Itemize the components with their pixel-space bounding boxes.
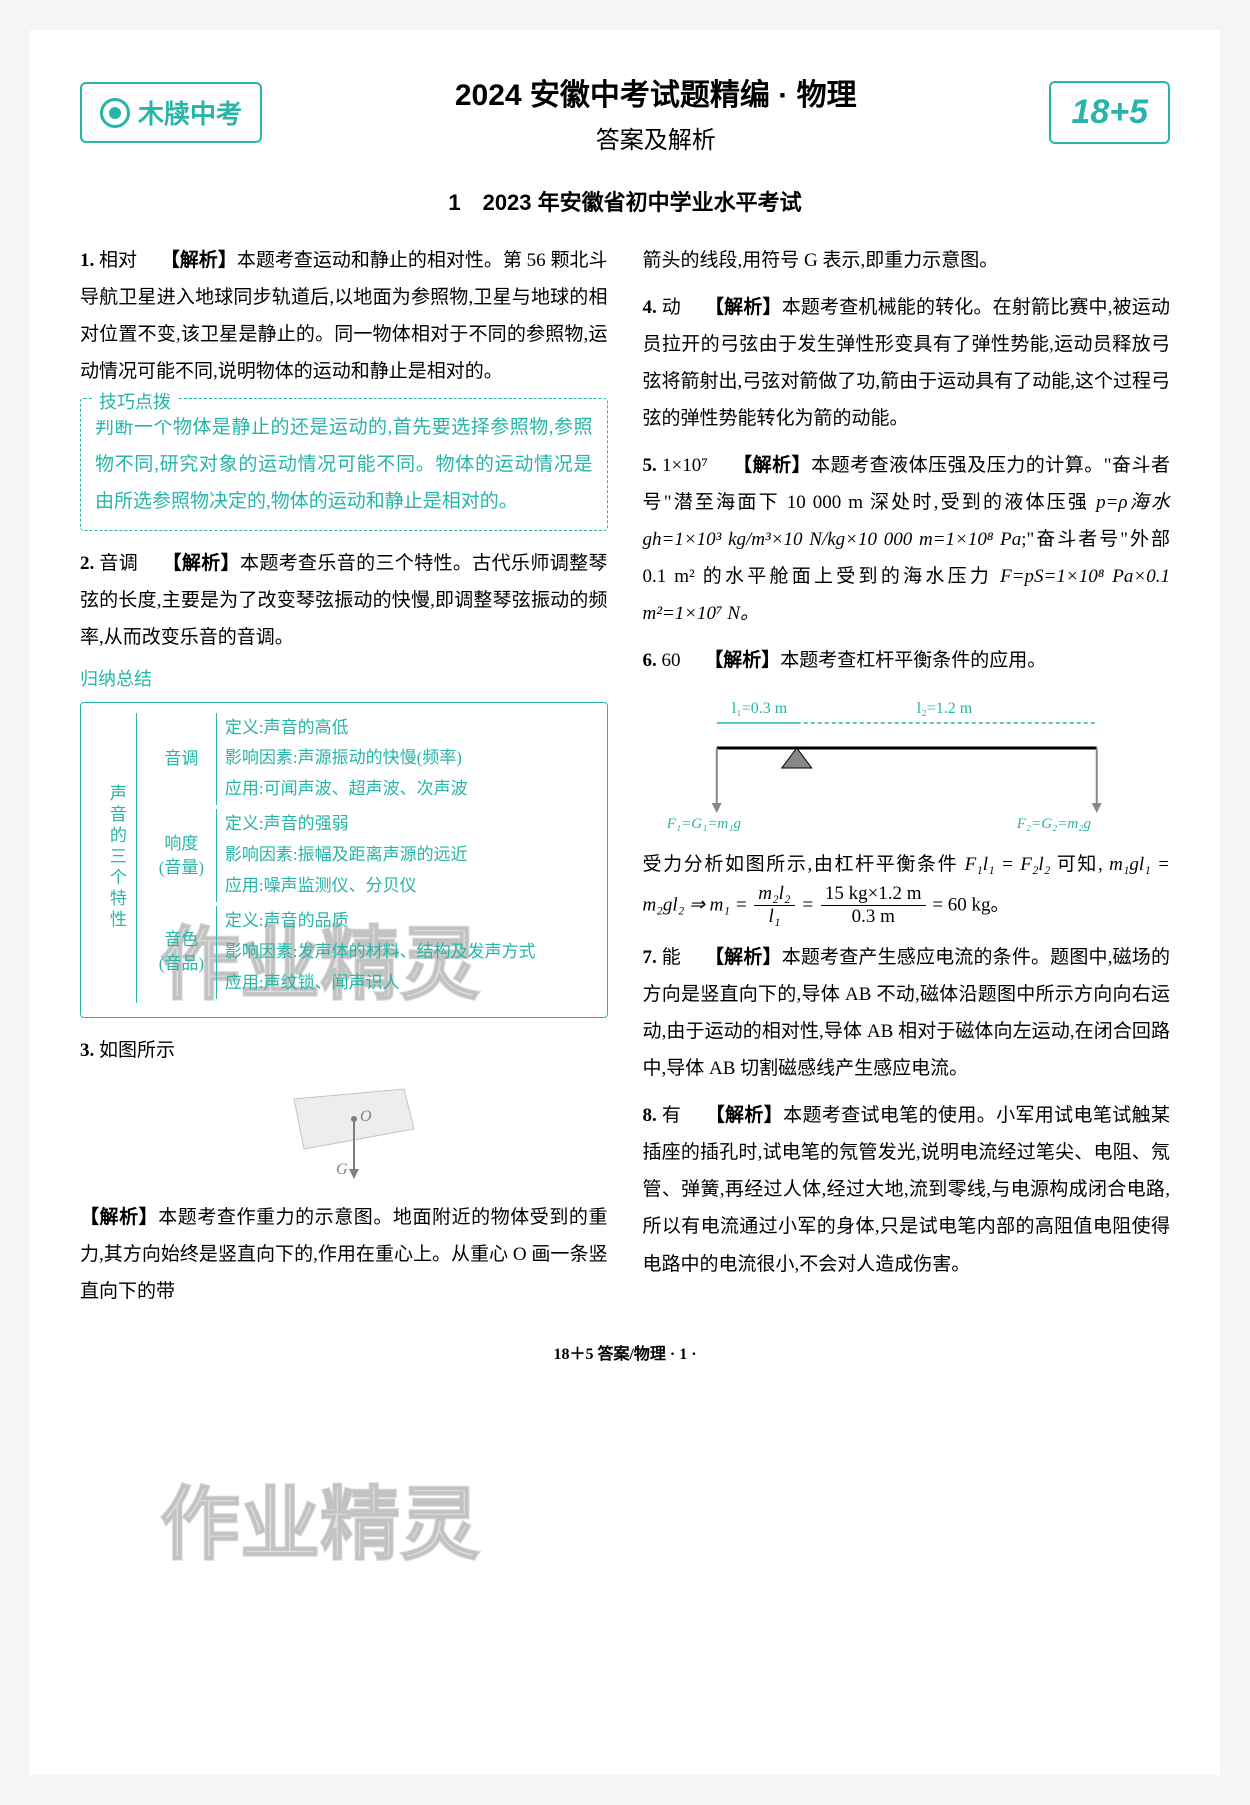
answer: 音调 [99,553,138,574]
q6-body-b: 可知, [1057,854,1103,875]
branch-label: 响度 (音量) [147,809,217,902]
q6-intro: 本题考查杠杆平衡条件的应用。 [780,650,1046,671]
lever-svg: l₁=0.3 m l₂=1.2 m F₁=G₁=m₁g F₂=G₂=m₂g [643,688,1171,838]
q6-body-a: 受力分析如图所示,由杠杆平衡条件 [643,854,965,875]
analysis-label: 【解析】 [705,947,782,968]
lever-diagram: l₁=0.3 m l₂=1.2 m F₁=G₁=m₁g F₂=G₂=m₂g [643,688,1171,838]
question-1: 1. 相对 【解析】本题考查运动和静止的相对性。第 56 颗北斗导航卫星进入地球… [80,242,608,531]
item-number: 2. [80,553,94,574]
branch-items: 定义:声音的高低 影响因素:声源振动的快慢(频率) 应用:可闻声波、超声波、次声… [225,713,593,806]
branch-loudness: 响度 (音量) 定义:声音的强弱 影响因素:振幅及距离声源的远近 应用:噪声监测… [147,809,593,902]
item-number: 7. [643,947,657,968]
gravity-svg: O G [244,1079,444,1189]
q3-cont: 箭头的线段,用符号 G 表示,即重力示意图。 [643,250,999,271]
tree-root: 声音的三个特性 音调 定义:声音的高低 影响因素:声源振动的快慢(频率) 应用:… [95,713,593,1003]
tip-label: 技巧点拨 [93,385,177,420]
gravity-figure: O G [244,1079,444,1189]
item-number: 5. [643,455,657,476]
question-2: 2. 音调 【解析】本题考查乐音的三个特性。古代乐师调整琴弦的长度,主要是为了改… [80,545,608,1017]
title-block: 2024 安徽中考试题精编 · 物理 答案及解析 [282,70,1029,155]
content-columns: 1. 相对 【解析】本题考查运动和静止的相对性。第 56 颗北斗导航卫星进入地球… [80,242,1170,1310]
question-6: 6. 60 【解析】本题考查杠杆平衡条件的应用。 l₁=0.3 m l₂=1.2… [643,642,1171,929]
question-8: 8. 有 【解析】本题考查试电笔的使用。小军用试电笔试触某插座的插孔时,试电笔的… [643,1097,1171,1282]
item-number: 6. [643,650,657,671]
section-title: 1 2023 年安徽省初中学业水平考试 [80,185,1170,217]
answer: 有 [662,1105,681,1126]
tree-diagram: 声音的三个特性 音调 定义:声音的高低 影响因素:声源振动的快慢(频率) 应用:… [80,702,608,1018]
footer: 18＋5 答案/物理 · 1 · [80,1340,1170,1364]
branch-timbre: 音色 (音品) 定义:声音的品质 影响因素:发声体的材料、结构及发声方式 应用:… [147,906,593,999]
main-title: 2024 安徽中考试题精编 · 物理 [282,70,1029,114]
label-G: G [336,1161,348,1178]
tip-box: 技巧点拨 判断一个物体是静止的还是运动的,首先要选择参照物,参照物不同,研究对象… [80,398,608,531]
q3-continuation: 箭头的线段,用符号 G 表示,即重力示意图。 [643,242,1171,279]
answer: 动 [662,297,681,318]
brand-box: 木牍中考 [80,82,262,143]
svg-text:F₂=G₂=m₂g: F₂=G₂=m₂g [1015,816,1091,832]
branch-pitch: 音调 定义:声音的高低 影响因素:声源振动的快慢(频率) 应用:可闻声波、超声波… [147,713,593,806]
analysis-label: 【解析】 [704,650,780,671]
branch-label: 音色 (音品) [147,906,217,999]
analysis-label: 【解析】 [706,1105,783,1126]
svg-text:l₂=1.2 m: l₂=1.2 m [916,700,972,717]
analysis-label: 【解析】 [161,250,237,271]
watermark: 作业精灵 [160,1460,480,1576]
brand-text: 木牍中考 [138,94,242,131]
sub-title: 答案及解析 [282,120,1029,155]
q1-body: 本题考查运动和静止的相对性。第 56 颗北斗导航卫星进入地球同步轨道后,以地面为… [80,250,608,382]
q6-eq1: F₁l₁ = F₂l₂ [965,854,1051,875]
question-4: 4. 动 【解析】本题考查机械能的转化。在射箭比赛中,被运动员拉开的弓弦由于发生… [643,289,1171,437]
analysis-label: 【解析】 [705,297,782,318]
item-number: 4. [643,297,657,318]
q6-eq3: = [801,894,819,915]
answer: 60 [662,650,681,671]
question-7: 7. 能 【解析】本题考查产生感应电流的条件。题图中,磁场的方向是竖直向下的,导… [643,939,1171,1087]
item-number: 1. [80,250,94,271]
fraction-1: m₂l₂ l₁ [754,883,794,930]
question-3: 3. 如图所示 O G 【解析】本题考查作重力的示意图。地面附近的物体受到的重力… [80,1032,608,1310]
question-5: 5. 1×10⁷ 【解析】本题考查液体压强及压力的计算。"奋斗者号"潜至海面下 … [643,447,1171,632]
tree-root-label: 声音的三个特性 [95,713,137,1003]
tip-body: 判断一个物体是静止的还是运动的,首先要选择参照物,参照物不同,研究对象的运动情况… [95,417,593,512]
answer: 如图所示 [99,1040,175,1061]
answer: 相对 [99,250,137,271]
brand-icon [100,98,130,128]
branch-label: 音调 [147,713,217,806]
item-number: 8. [643,1105,657,1126]
q2-body: 本题考查乐音的三个特性。古代乐师调整琴弦的长度,主要是为了改变琴弦振动的快慢,即… [80,553,608,648]
answer: 1×10⁷ [662,455,708,476]
analysis-label: 【解析】 [163,553,240,574]
score-box: 18+5 [1049,81,1170,144]
summary-label: 归纳总结 [80,662,608,697]
q5-a: 本题考查液体压强及压力的计算。"奋斗者号"潜至海面下 10 000 m 深处时,… [643,455,1171,513]
svg-text:F₁=G₁=m₁g: F₁=G₁=m₁g [665,816,741,832]
analysis-label: 【解析】 [733,455,811,476]
q6-eq4: = 60 kg。 [932,894,1009,915]
branch-items: 定义:声音的强弱 影响因素:振幅及距离声源的远近 应用:噪声监测仪、分贝仪 [225,809,593,902]
fraction-2: 15 kg×1.2 m 0.3 m [821,883,926,930]
q8-body: 本题考查试电笔的使用。小军用试电笔试触某插座的插孔时,试电笔的氖管发光,说明电流… [643,1105,1171,1274]
answer: 能 [662,947,681,968]
item-number: 3. [80,1040,94,1061]
label-O: O [360,1108,372,1125]
branch-items: 定义:声音的品质 影响因素:发声体的材料、结构及发声方式 应用:声纹锁、闻声识人 [225,906,593,999]
header: 木牍中考 2024 安徽中考试题精编 · 物理 答案及解析 18+5 [80,70,1170,155]
page: 木牍中考 2024 安徽中考试题精编 · 物理 答案及解析 18+5 1 202… [30,30,1220,1775]
svg-text:l₁=0.3 m: l₁=0.3 m [731,700,787,717]
tree-branches: 音调 定义:声音的高低 影响因素:声源振动的快慢(频率) 应用:可闻声波、超声波… [147,713,593,1003]
analysis-label: 【解析】 [80,1207,158,1228]
q3-body: 本题考查作重力的示意图。地面附近的物体受到的重力,其方向始终是竖直向下的,作用在… [80,1207,608,1302]
